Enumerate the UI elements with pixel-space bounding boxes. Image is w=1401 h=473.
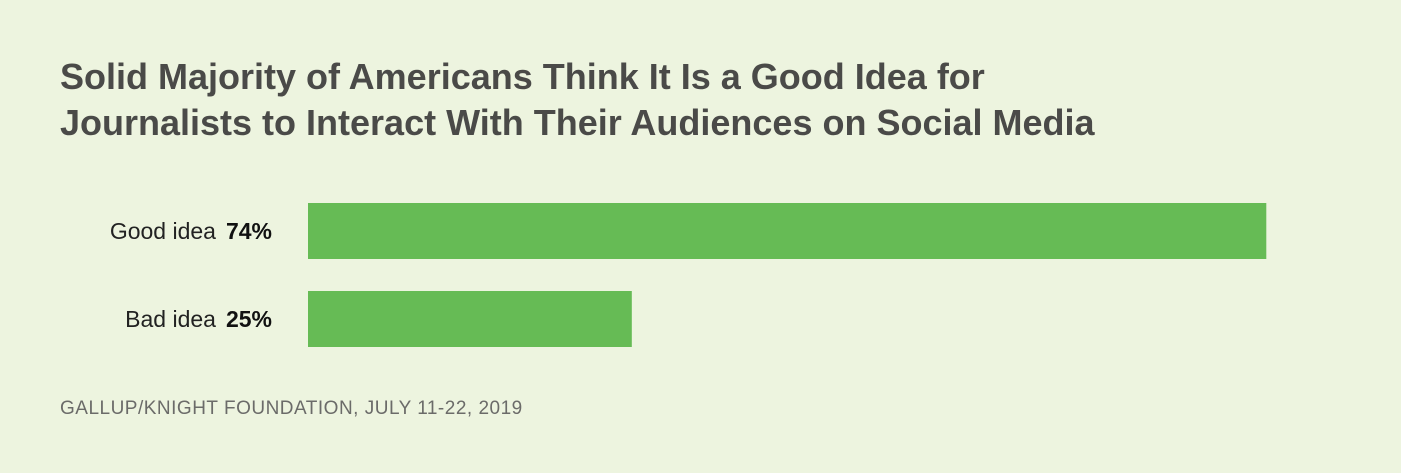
bar-bad-idea xyxy=(308,291,632,347)
value-label: 74% xyxy=(226,218,272,244)
chart-title: Solid Majority of Americans Think It Is … xyxy=(60,54,1340,146)
bar-good-idea xyxy=(308,203,1267,259)
value-label: 25% xyxy=(226,306,272,332)
chart-title-line-1: Solid Majority of Americans Think It Is … xyxy=(60,56,985,97)
source-note: GALLUP/KNIGHT FOUNDATION, JULY 11-22, 20… xyxy=(60,398,523,419)
category-label: Bad idea xyxy=(125,306,216,332)
chart-title-line-2: Journalists to Interact With Their Audie… xyxy=(60,102,1095,143)
category-label: Good idea xyxy=(110,218,216,244)
